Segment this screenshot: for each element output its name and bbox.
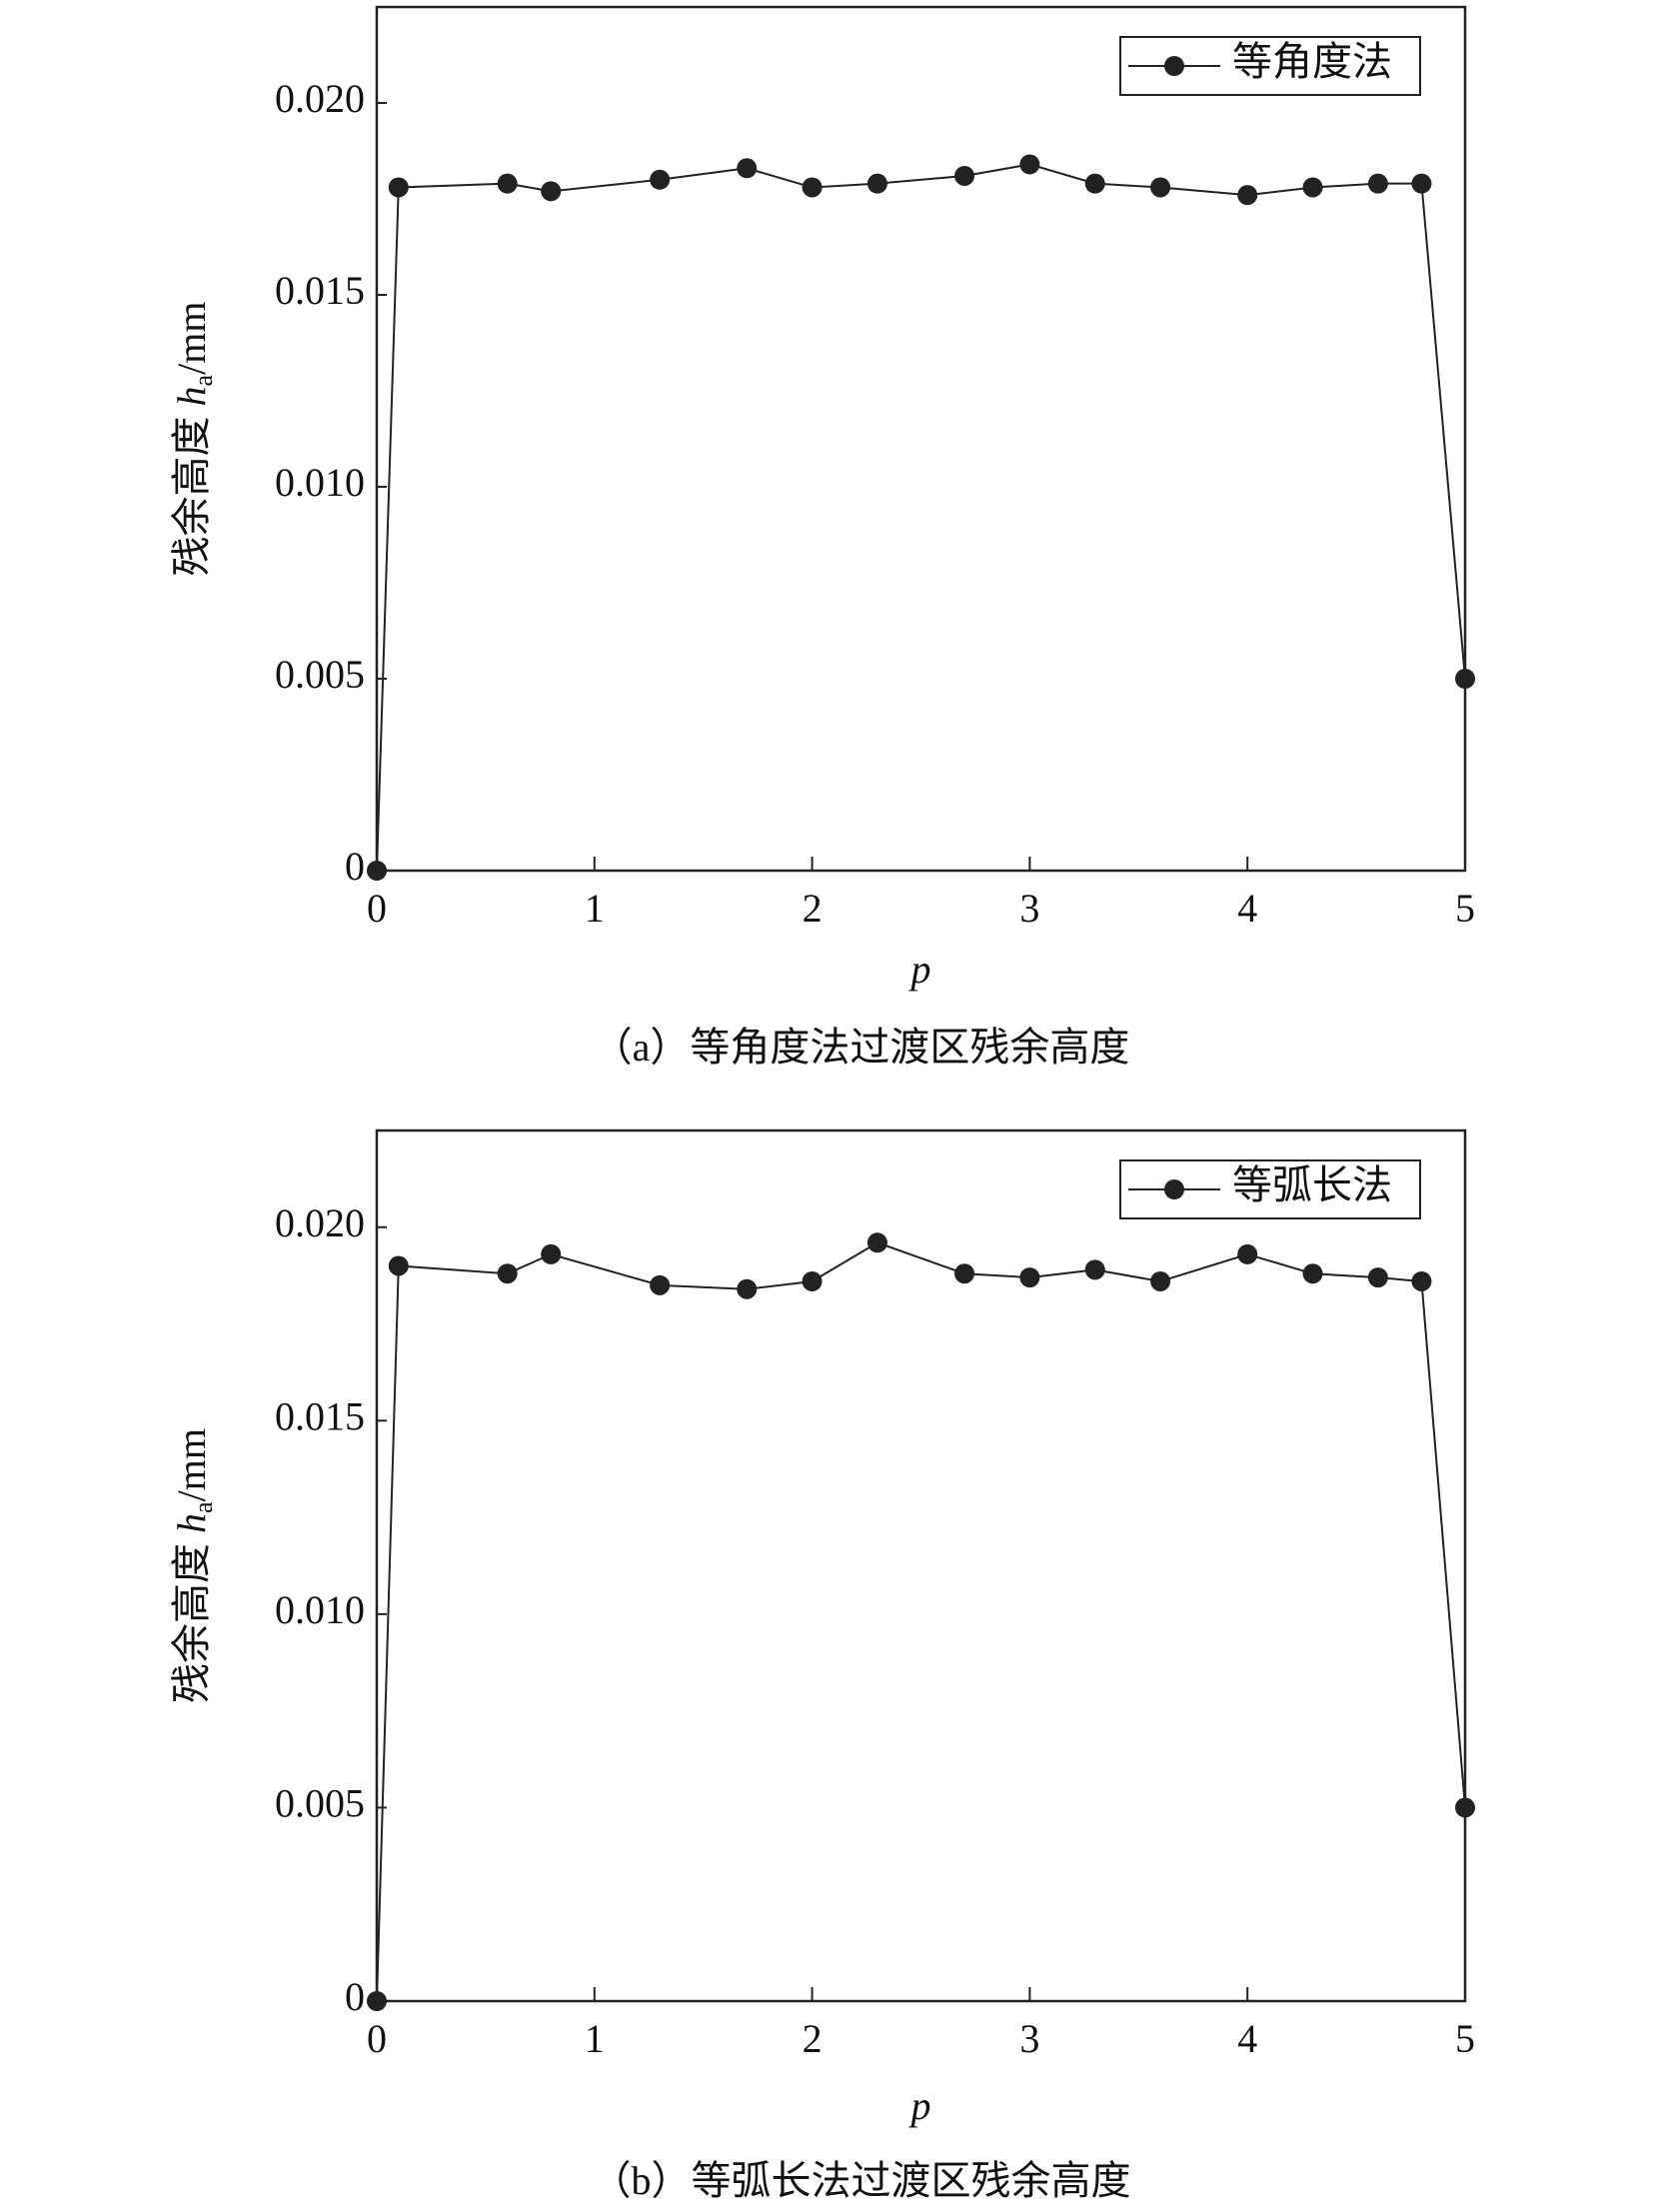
- y-axis-label-sub: a: [189, 1501, 218, 1513]
- x-tick-label: 1: [585, 2016, 605, 2061]
- data-point: [1367, 173, 1388, 194]
- y-axis-label: 残余高度 ha/mm: [169, 302, 218, 577]
- x-tick-label: 5: [1455, 2016, 1475, 2061]
- data-point: [497, 173, 518, 194]
- caption: （a）等角度法过渡区残余高度: [593, 1025, 1130, 1070]
- y-tick-label: 0.010: [275, 460, 365, 505]
- x-axis-label: p: [908, 947, 931, 992]
- legend-label: 等弧长法: [1232, 1162, 1392, 1207]
- data-point: [954, 1263, 975, 1284]
- data-point: [541, 181, 562, 202]
- x-tick-label: 4: [1237, 2016, 1257, 2061]
- data-point: [1367, 1267, 1388, 1288]
- data-point: [1150, 1270, 1171, 1291]
- legend-marker: [1164, 56, 1184, 76]
- data-point: [802, 177, 823, 198]
- data-point: [497, 1263, 518, 1284]
- data-point: [1455, 669, 1475, 689]
- y-axis-label-sub: a: [189, 374, 218, 386]
- data-point: [1411, 1270, 1432, 1291]
- data-point: [367, 1991, 387, 2011]
- data-point: [1411, 173, 1432, 194]
- data-point: [650, 169, 671, 190]
- data-point: [1302, 1263, 1323, 1284]
- data-point: [1237, 185, 1258, 206]
- data-point: [1455, 1797, 1475, 1818]
- y-axis-label-symbol: h: [169, 1513, 214, 1533]
- data-point: [367, 861, 387, 881]
- y-axis-label-unit: /mm: [169, 302, 214, 375]
- data-line: [376, 1241, 1466, 2002]
- caption: （b）等弧长法过渡区残余高度: [592, 2158, 1131, 2203]
- data-point: [954, 165, 975, 186]
- y-tick-label: 0.005: [275, 1781, 365, 1826]
- data-point: [1302, 177, 1323, 198]
- legend-marker: [1164, 1179, 1184, 1199]
- data-point: [541, 1243, 562, 1264]
- plot-frame: [375, 5, 1467, 873]
- y-tick-label: 0.020: [275, 1200, 365, 1245]
- legend-label: 等角度法: [1232, 39, 1392, 84]
- y-axis-label-symbol: h: [169, 386, 214, 406]
- x-tick-label: 3: [1019, 886, 1039, 931]
- data-point: [388, 1255, 409, 1276]
- data-point: [1084, 173, 1105, 194]
- data-point: [866, 173, 887, 194]
- data-point: [388, 177, 409, 198]
- x-tick-label: 3: [1019, 2016, 1039, 2061]
- data-point: [1084, 1259, 1105, 1280]
- y-tick-label: 0.010: [275, 1587, 365, 1632]
- y-axis-label-text: 残余高度: [169, 1533, 214, 1703]
- data-point: [737, 158, 758, 179]
- data-point: [650, 1274, 671, 1295]
- data-point: [1150, 177, 1171, 198]
- y-tick-label: 0.020: [275, 76, 365, 121]
- data-line: [376, 163, 1466, 872]
- x-tick-label: 1: [585, 886, 605, 931]
- x-tick-label: 4: [1237, 886, 1257, 931]
- y-tick-label: 0.005: [275, 652, 365, 697]
- data-point: [866, 1232, 887, 1253]
- x-tick-label: 0: [367, 886, 387, 931]
- y-tick-label: 0.015: [275, 268, 365, 313]
- x-axis-label: p: [908, 2083, 931, 2128]
- x-tick-label: 2: [803, 886, 823, 931]
- data-point: [1019, 154, 1040, 175]
- y-tick-label: 0.015: [275, 1394, 365, 1439]
- y-axis-label: 残余高度 ha/mm: [169, 1428, 218, 1703]
- data-point: [1019, 1267, 1040, 1288]
- data-point: [1237, 1243, 1258, 1264]
- legend-box: [1119, 1159, 1421, 1219]
- y-axis-label-unit: /mm: [169, 1428, 214, 1501]
- y-tick-label: 0: [345, 1974, 365, 2019]
- x-tick-label: 2: [803, 2016, 823, 2061]
- y-tick-label: 0: [345, 844, 365, 889]
- x-tick-label: 0: [367, 2016, 387, 2061]
- y-axis-label-text: 残余高度: [169, 406, 214, 576]
- data-point: [802, 1270, 823, 1291]
- plot-frame: [375, 1128, 1467, 2003]
- x-tick-label: 5: [1455, 886, 1475, 931]
- data-point: [737, 1278, 758, 1299]
